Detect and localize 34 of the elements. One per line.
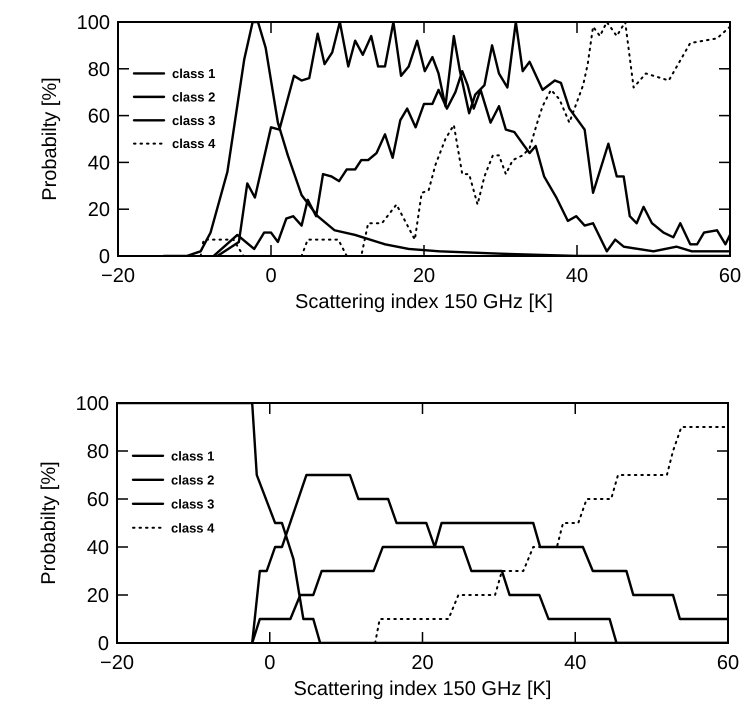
y-tick-label: 0 <box>98 246 110 268</box>
y-tick-label: 80 <box>86 441 109 463</box>
legend-label: class 1 <box>172 66 216 82</box>
y-tick-label: 20 <box>88 199 110 222</box>
x-tick-label: 20 <box>412 265 436 287</box>
x-tick-label: 40 <box>564 652 586 674</box>
y-axis-title: Probabilty [%] <box>38 461 60 585</box>
legend-label: class 1 <box>171 448 214 464</box>
x-tick-label: 40 <box>566 265 588 287</box>
y-tick-label: 80 <box>88 58 110 81</box>
x-axis-title: Scattering index 150 GHz [K] <box>295 291 553 313</box>
legend-label: class 4 <box>171 520 216 536</box>
x-tick-label: −20 <box>101 265 135 287</box>
x-axis-title: Scattering index 150 GHz [K] <box>294 678 552 700</box>
y-tick-label: 100 <box>76 393 109 415</box>
y-tick-label: 100 <box>76 12 110 34</box>
x-tick-label: 20 <box>411 652 434 674</box>
legend-label: class 4 <box>172 136 216 152</box>
x-tick-label: −20 <box>100 652 134 674</box>
y-axis-title: Probabilty [%] <box>39 77 61 201</box>
y-tick-label: 20 <box>86 585 109 607</box>
legend-label: class 2 <box>171 472 214 488</box>
y-tick-label: 40 <box>86 537 109 559</box>
legend-label: class 3 <box>172 112 216 128</box>
y-tick-label: 60 <box>88 106 110 128</box>
y-tick-label: 0 <box>98 633 109 655</box>
y-tick-label: 40 <box>88 152 110 174</box>
x-tick-label: 60 <box>716 652 740 674</box>
legend-label: class 2 <box>172 89 216 104</box>
y-tick-label: 60 <box>86 489 109 511</box>
x-tick-label: 60 <box>718 265 742 287</box>
x-tick-label: 0 <box>265 265 277 287</box>
x-tick-label: 0 <box>264 652 276 674</box>
legend-label: class 3 <box>171 496 214 512</box>
